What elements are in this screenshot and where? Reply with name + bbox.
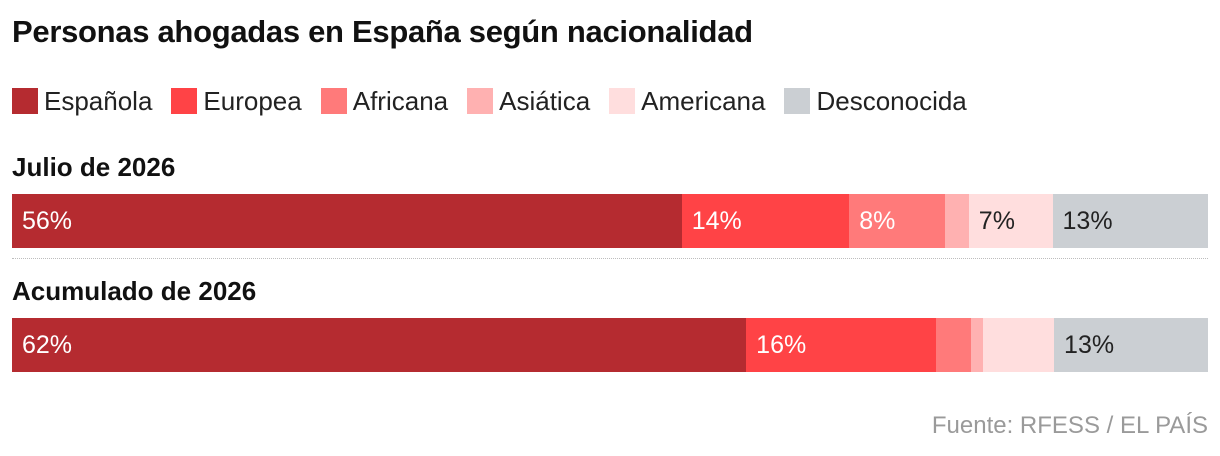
bar-segment-espanola-acumulado [12, 318, 747, 372]
chart-title: Personas ahogadas en España según nacion… [12, 14, 753, 49]
legend-item-espanola: Española [12, 86, 152, 117]
bar-acumulado: 62% 16% 13% [12, 318, 1208, 372]
legend-swatch-americana [609, 88, 636, 114]
source-note: Fuente: RFESS / EL PAÍS [931, 412, 1208, 439]
legend: Española Europea Africana Asiática Americana… [12, 86, 986, 116]
legend-label-espanola: Española [44, 85, 153, 116]
bar-segment-europea-acumulado [746, 318, 936, 372]
bar-label-julio: Julio de 2026 [12, 152, 176, 182]
data-label-americana-julio: 7% [978, 207, 1015, 235]
data-label-desconocida-acumulado: 13% [1064, 331, 1115, 359]
data-label-europea-acumulado: 16% [756, 331, 807, 359]
bar-segment-espanola-julio [12, 194, 682, 248]
legend-label-europea: Europea [203, 85, 302, 116]
bar-segment-asiatica-acumulado [971, 318, 983, 372]
data-label-espanola-acumulado: 62% [22, 331, 73, 359]
data-label-europea-julio: 14% [691, 207, 742, 235]
legend-label-desconocida: Desconocida [816, 85, 967, 116]
bar-label-acumulado: Acumulado de 2026 [12, 276, 257, 306]
legend-swatch-desconocida [784, 88, 811, 114]
bar-segment-asiatica-julio [944, 194, 969, 248]
data-label-espanola-julio: 56% [22, 207, 73, 235]
bar-segment-europea-julio [681, 194, 850, 248]
legend-swatch-europea [171, 88, 198, 114]
data-label-desconocida-julio: 13% [1062, 207, 1113, 235]
legend-item-africana: Africana [320, 85, 449, 117]
bar-segment-africana-julio [849, 194, 945, 248]
divider [12, 258, 1208, 259]
bar-segment-americana-julio [968, 194, 1053, 248]
legend-swatch-espanola [12, 88, 38, 114]
legend-label-africana: Africana [352, 85, 449, 116]
bar-segment-americana-acumulado [983, 318, 1055, 372]
legend-item-americana: Americana [609, 86, 765, 117]
legend-swatch-africana [320, 88, 347, 114]
legend-item-europea: Europea [171, 85, 302, 117]
legend-item-asiatica: Asiática [467, 86, 590, 117]
legend-item-desconocida: Desconocida [784, 85, 967, 117]
bar-julio: 56% 14% 8% 7% 13% [12, 194, 1208, 248]
legend-label-americana: Americana [641, 85, 766, 116]
bar-segment-desconocida-julio [1052, 194, 1208, 248]
legend-swatch-asiatica [467, 88, 494, 114]
bar-segment-desconocida-acumulado [1054, 318, 1208, 372]
data-label-africana-julio: 8% [859, 207, 896, 235]
legend-label-asiatica: Asiática [499, 85, 591, 116]
bar-segment-africana-acumulado [935, 318, 972, 372]
